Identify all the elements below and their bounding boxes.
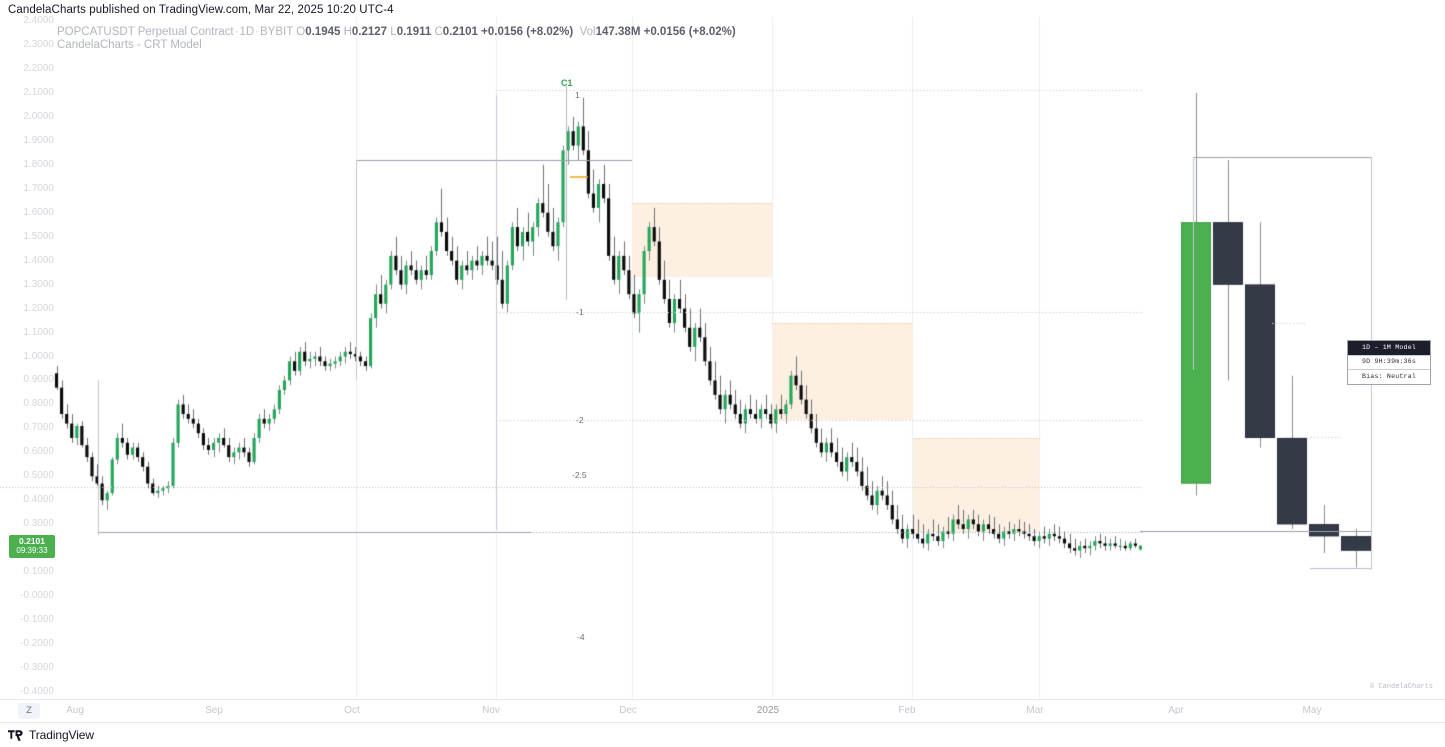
- price-axis-label: 2.4000: [23, 15, 54, 26]
- price-axis-label: 1.3000: [23, 278, 54, 290]
- bar-countdown: 09:39:33: [16, 546, 48, 556]
- model-label-1: 1: [575, 90, 580, 100]
- publication-header: CandelaCharts published on TradingView.c…: [8, 4, 394, 16]
- price-axis-label: 0.3000: [23, 518, 54, 530]
- last-price-badge: 0.2101 09:39:33: [9, 534, 55, 558]
- time-axis-label: Apr: [1168, 705, 1184, 716]
- tradingview-wordmark: TradingView: [29, 728, 94, 742]
- price-axis-label: 2.1000: [23, 86, 54, 98]
- price-axis-label: 0.4000: [23, 494, 54, 506]
- chart-watermark: © CandelaCharts: [1370, 683, 1434, 691]
- price-axis-label: 1.8000: [23, 158, 54, 170]
- price-axis-label: -0.0000: [20, 590, 54, 602]
- time-axis-divider-bottom: [0, 722, 1445, 723]
- time-axis-label: Oct: [344, 705, 360, 716]
- model-label-2: -2: [576, 415, 584, 425]
- time-axis-label: 2025: [756, 705, 780, 716]
- tradingview-logo[interactable]: TradingView: [8, 728, 94, 742]
- time-axis-label: Nov: [482, 705, 500, 716]
- price-axis-label: 2.2000: [23, 62, 54, 74]
- time-axis-label: Sep: [205, 705, 223, 716]
- price-axis-label: 0.5000: [23, 470, 54, 482]
- price-axis-label: 0.9000: [23, 374, 54, 386]
- price-axis-label: 0.8000: [23, 398, 54, 410]
- crt-tooltip-title: 1D – 1M Model: [1348, 341, 1430, 355]
- price-axis-label: 0.1000: [23, 566, 54, 578]
- timezone-badge[interactable]: Z: [18, 703, 40, 719]
- price-axis-label: -0.2000: [20, 638, 54, 650]
- crt-model-tooltip[interactable]: 1D – 1M Model 9D 9H:39m:36s Bias: Neutra…: [1347, 340, 1431, 385]
- model-label-4: -4: [577, 632, 585, 642]
- price-axis-label: 1.7000: [23, 182, 54, 194]
- time-axis-label: May: [1302, 705, 1322, 716]
- crt-tooltip-bias: Bias: Neutral: [1348, 369, 1430, 384]
- tradingview-glyph-icon: [8, 729, 25, 741]
- model-label-C1: C1: [561, 78, 573, 88]
- price-axis-label: 1.0000: [23, 350, 54, 362]
- time-axis-label: Aug: [66, 705, 84, 716]
- bottom-bar: TradingView: [0, 723, 1445, 747]
- model-label-1: -1: [576, 307, 584, 317]
- time-axis-label: Feb: [898, 705, 916, 716]
- price-axis-label: 0.6000: [23, 446, 54, 458]
- last-price-value: 0.2101: [19, 535, 45, 546]
- price-chart-canvas[interactable]: [0, 17, 1445, 707]
- price-axis-label: -0.4000: [20, 686, 54, 697]
- model-label-25: -2.5: [572, 470, 587, 480]
- price-axis-label: 1.5000: [23, 230, 54, 242]
- price-axis-label: 1.4000: [23, 254, 54, 266]
- price-axis-label: 2.3000: [23, 38, 54, 50]
- time-axis-divider-top: [0, 699, 1445, 700]
- time-axis-label: Dec: [619, 705, 637, 716]
- price-axis-label: 2.0000: [23, 110, 54, 122]
- time-axis-label: Mar: [1026, 705, 1044, 716]
- price-axis-label: -0.3000: [20, 662, 54, 674]
- price-axis-label: 1.1000: [23, 326, 54, 338]
- price-axis-label: -0.1000: [20, 614, 54, 626]
- price-axis-label: 1.2000: [23, 302, 54, 314]
- price-axis-label: 1.9000: [23, 134, 54, 146]
- price-axis-label: 1.6000: [23, 206, 54, 218]
- price-axis-label: 0.7000: [23, 422, 54, 434]
- crt-tooltip-countdown: 9D 9H:39m:36s: [1348, 354, 1430, 370]
